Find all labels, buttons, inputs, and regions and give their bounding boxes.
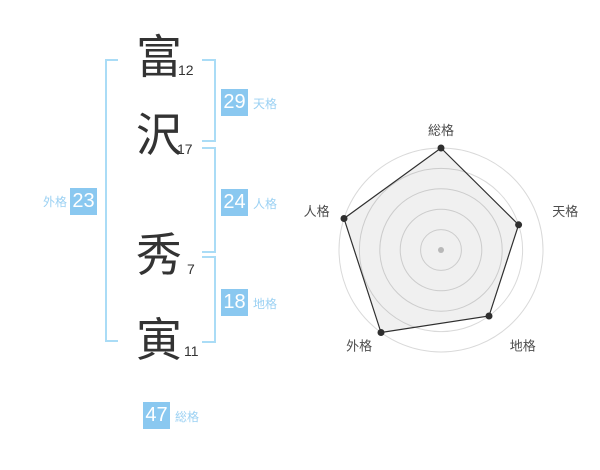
radar-axis-label: 総格 (428, 123, 454, 138)
radar-axis-label: 外格 (346, 339, 372, 354)
radar-vertex-dot (515, 221, 523, 229)
stroke-count-4: 11 (184, 343, 199, 359)
bracket-chikaku (202, 256, 216, 343)
jinkaku-label: 人格 (253, 197, 278, 211)
radar-grid-ring (420, 229, 462, 271)
radar-vertex-dot (340, 215, 348, 222)
chikaku-label: 地格 (253, 297, 278, 311)
bracket-jinkaku (202, 147, 216, 253)
bracket-gaikaku (105, 59, 118, 342)
chikaku-value-badge: 18 (221, 289, 248, 316)
radar-data-polygon (343, 147, 520, 334)
radar-center-dot (438, 247, 444, 253)
radar-grid-ring (379, 188, 503, 312)
name-char-4: 寅 (136, 314, 182, 366)
stroke-count-3: 7 (187, 261, 195, 277)
tenkaku-value-badge: 29 (221, 89, 248, 116)
bracket-tenkaku (202, 59, 216, 142)
radar-grid-ring (358, 167, 524, 333)
stroke-count-1: 12 (178, 62, 194, 78)
soukaku-value-badge: 47 (143, 402, 170, 429)
name-char-1: 富 (136, 31, 182, 83)
name-char-2: 沢 (136, 109, 182, 161)
tenkaku-label: 天格 (253, 97, 278, 111)
radar-axis-label: 地格 (510, 339, 536, 354)
radar-vertex-dot (377, 329, 385, 336)
radar-axis-label: 天格 (552, 204, 578, 219)
stroke-count-2: 17 (177, 141, 193, 157)
name-char-3: 秀 (136, 229, 182, 281)
gaikaku-value-badge: 23 (70, 188, 97, 215)
radar-vertex-dot (485, 312, 493, 320)
radar-axis-label: 人格 (304, 204, 330, 219)
radar-vertex-dot (437, 144, 445, 152)
jinkaku-value-badge: 24 (221, 189, 248, 216)
gaikaku-label: 外格 (43, 195, 68, 209)
soukaku-label: 総格 (175, 410, 200, 424)
radar-grid-ring (399, 208, 483, 292)
